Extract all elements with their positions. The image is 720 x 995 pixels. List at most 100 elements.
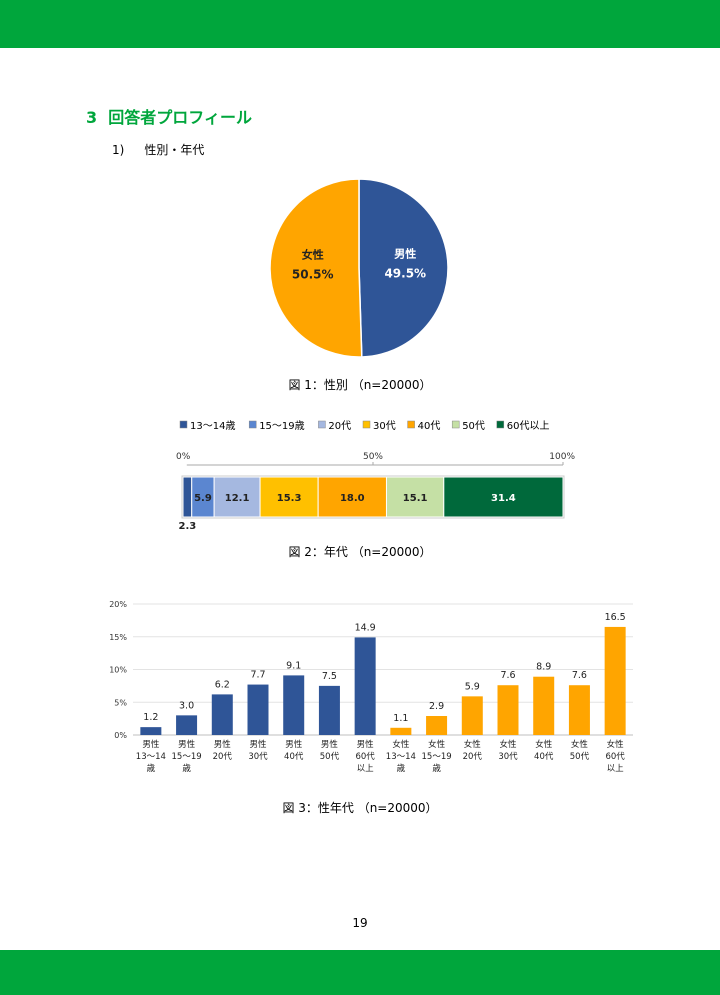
column-value-label: 3.0 bbox=[179, 700, 194, 711]
axis-tick-label: 50% bbox=[363, 452, 383, 462]
figure-3-caption: 図 3：性年代 （n=20000） bbox=[282, 801, 438, 815]
pie-category-label: 女性 bbox=[302, 248, 324, 262]
subsection-number: 1) bbox=[112, 143, 125, 157]
x-category-label: 15～19 bbox=[422, 752, 452, 762]
x-category-label: 男性 bbox=[357, 739, 375, 750]
column-bar-4 bbox=[247, 684, 269, 735]
gender-pie-chart: 男性 49.5% 女性 50.5% bbox=[269, 178, 449, 358]
x-category-label: 男性 bbox=[249, 739, 267, 750]
gender-age-bar-chart: 0%5%10%15%20%1.2男性13～14歳3.0男性15～19歳6.2男性… bbox=[109, 600, 633, 774]
x-category-label: 20代 bbox=[463, 751, 483, 762]
column-value-label: 7.5 bbox=[322, 671, 337, 682]
column-value-label: 8.9 bbox=[536, 662, 551, 673]
x-category-label: 以上 bbox=[357, 764, 375, 774]
column-bar-13 bbox=[568, 685, 590, 735]
column-value-label: 2.9 bbox=[429, 701, 444, 712]
stacked-segment-4 bbox=[259, 476, 319, 518]
stacked-segment-3 bbox=[213, 476, 261, 518]
x-category-label: 男性 bbox=[214, 739, 232, 750]
pie-value-label: 50.5% bbox=[292, 268, 334, 282]
x-category-label: 30代 bbox=[248, 751, 268, 762]
column-bar-10 bbox=[461, 696, 483, 735]
x-category-label: 女性 bbox=[571, 739, 589, 750]
column-bar-12 bbox=[533, 676, 555, 735]
stacked-segment-6 bbox=[385, 476, 445, 518]
column-bar-14 bbox=[604, 626, 626, 735]
legend-label: 15～19歳 bbox=[259, 420, 304, 432]
column-value-label: 6.2 bbox=[215, 679, 230, 690]
x-category-label: 男性 bbox=[178, 739, 196, 750]
column-bar-5 bbox=[283, 675, 305, 735]
axis-tick-label: 100% bbox=[549, 452, 575, 462]
x-category-label: 以上 bbox=[607, 764, 625, 774]
x-category-label: 50代 bbox=[320, 751, 340, 762]
pie-slice-1 bbox=[358, 178, 449, 358]
column-value-label: 5.9 bbox=[465, 681, 480, 692]
legend-label: 60代以上 bbox=[507, 420, 550, 432]
segment-value-label: 12.1 bbox=[225, 493, 250, 504]
segment-value-label: 18.0 bbox=[340, 493, 365, 504]
column-bar-8 bbox=[390, 727, 412, 735]
x-category-label: 15～19 bbox=[172, 752, 202, 762]
legend-swatch bbox=[318, 420, 326, 429]
x-category-label: 歳 bbox=[147, 763, 156, 774]
x-category-label: 13～14 bbox=[386, 752, 416, 762]
x-category-label: 13～14 bbox=[136, 752, 166, 762]
y-tick-label: 5% bbox=[114, 698, 127, 707]
x-category-label: 女性 bbox=[392, 739, 410, 750]
segment-value-label: 15.3 bbox=[277, 493, 302, 504]
column-value-label: 7.6 bbox=[572, 670, 587, 681]
axis-tick-label: 0% bbox=[176, 452, 191, 462]
section-title: 3 回答者プロフィール bbox=[86, 104, 252, 128]
x-category-label: 歳 bbox=[432, 763, 441, 774]
x-category-label: 女性 bbox=[464, 739, 482, 750]
pie-slice-2 bbox=[269, 178, 363, 358]
column-value-label: 7.6 bbox=[500, 670, 515, 681]
legend-swatch bbox=[362, 420, 371, 429]
x-category-label: 女性 bbox=[428, 739, 446, 750]
legend-label: 13～14歳 bbox=[190, 420, 235, 432]
subsection-title-text: 性別・年代 bbox=[144, 143, 205, 157]
subsection-title: 1) 性別・年代 bbox=[112, 141, 204, 158]
pie-category-label: 男性 bbox=[394, 246, 416, 260]
legend-label: 20代 bbox=[328, 420, 351, 432]
column-value-label: 1.2 bbox=[143, 712, 158, 723]
x-category-label: 歳 bbox=[397, 763, 406, 774]
figure-1-caption: 図 1：性別 （n=20000） bbox=[288, 378, 432, 392]
section-number: 3 bbox=[86, 108, 98, 127]
segment-value-label: 5.9 bbox=[194, 493, 212, 504]
x-category-label: 男性 bbox=[142, 739, 160, 750]
column-bar-2 bbox=[176, 715, 198, 735]
column-bar-11 bbox=[497, 685, 519, 735]
x-category-label: 女性 bbox=[607, 739, 625, 750]
legend-label: 40代 bbox=[418, 420, 441, 432]
column-value-label: 1.1 bbox=[393, 713, 408, 724]
x-category-label: 60代 bbox=[355, 751, 375, 762]
stacked-segment-7 bbox=[443, 476, 564, 518]
column-value-label: 7.7 bbox=[250, 670, 265, 681]
x-category-label: 女性 bbox=[535, 739, 553, 750]
x-category-label: 女性 bbox=[499, 739, 517, 750]
y-tick-label: 20% bbox=[109, 600, 127, 609]
segment-value-label: 2.3 bbox=[179, 521, 197, 532]
footer-band bbox=[0, 950, 720, 995]
bar-frame bbox=[181, 475, 565, 519]
x-category-label: 40代 bbox=[534, 751, 554, 762]
y-tick-label: 15% bbox=[109, 633, 127, 642]
legend-swatch bbox=[451, 420, 460, 429]
legend-swatch bbox=[248, 420, 257, 429]
column-bar-9 bbox=[426, 716, 448, 735]
y-tick-label: 0% bbox=[114, 731, 127, 740]
legend-label: 50代 bbox=[462, 420, 485, 432]
page-number: 19 bbox=[352, 916, 368, 930]
column-bar-6 bbox=[318, 685, 340, 735]
pie-value-label: 49.5% bbox=[384, 266, 426, 280]
legend-label: 30代 bbox=[373, 420, 396, 432]
column-value-label: 9.1 bbox=[286, 660, 301, 671]
stacked-segment-1 bbox=[182, 476, 193, 518]
column-value-label: 16.5 bbox=[605, 612, 626, 623]
legend-swatch bbox=[496, 420, 505, 429]
legend-swatch bbox=[407, 420, 415, 429]
column-bar-7 bbox=[354, 637, 376, 735]
figure-2-caption: 図 2：年代 （n=20000） bbox=[288, 545, 432, 559]
